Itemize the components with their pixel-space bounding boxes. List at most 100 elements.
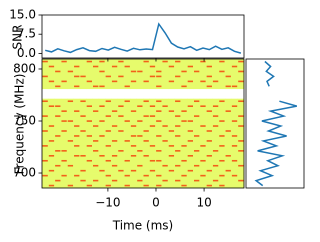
waterfall-cell (149, 163, 156, 169)
waterfall-dash (194, 150, 200, 152)
waterfall-cell (86, 128, 93, 134)
waterfall-cell (143, 118, 150, 124)
waterfall-dash (225, 155, 231, 157)
waterfall-dash (42, 75, 48, 78)
waterfall-cell (86, 63, 93, 70)
waterfall-cell (111, 73, 119, 80)
waterfall-dash (48, 65, 55, 68)
waterfall-cell (174, 63, 182, 70)
waterfall-cell (48, 118, 55, 124)
waterfall-cell (168, 173, 175, 179)
spectrum-line (264, 60, 275, 87)
waterfall-dash (206, 110, 212, 112)
waterfall-cell (117, 163, 125, 169)
waterfall-cell (225, 158, 232, 164)
waterfall-cell (60, 73, 68, 80)
waterfall-dash (219, 145, 225, 147)
waterfall-cell (180, 73, 188, 80)
waterfall-cell (130, 183, 137, 189)
waterfall-cell (92, 103, 100, 109)
waterfall-cell (143, 133, 150, 139)
waterfall-cell (161, 173, 169, 179)
waterfall-dash (105, 145, 111, 147)
waterfall-cell (168, 163, 175, 169)
waterfall-dash (42, 130, 48, 132)
waterfall-cell (218, 113, 226, 119)
waterfall-dash (124, 100, 130, 103)
waterfall-dash (225, 110, 231, 112)
waterfall-cell (67, 168, 74, 174)
waterfall-cell (79, 103, 87, 109)
waterfall-dash (67, 70, 74, 73)
waterfall-dash (149, 159, 156, 162)
waterfall-cell (60, 163, 68, 169)
waterfall-cell (193, 103, 201, 109)
waterfall-cell (206, 113, 213, 119)
waterfall-cell (237, 173, 245, 179)
waterfall-dash (99, 85, 105, 88)
waterfall-dash (194, 100, 200, 103)
waterfall-cell (168, 118, 175, 124)
waterfall-cell (174, 78, 182, 85)
waterfall-cell (124, 128, 131, 134)
waterfall-cell (168, 133, 175, 139)
waterfall-cell (79, 148, 87, 154)
waterfall-dash (111, 179, 118, 182)
waterfall-dash (93, 164, 99, 167)
waterfall-dash (99, 155, 105, 157)
waterfall-cell (225, 173, 232, 179)
waterfall-dash (149, 75, 156, 78)
waterfall-cell (67, 123, 74, 129)
waterfall-cell (60, 133, 68, 139)
waterfall-cell (225, 163, 232, 169)
waterfall-cell (130, 73, 137, 80)
waterfall-cell (42, 83, 49, 90)
waterfall-dash (206, 85, 212, 88)
waterfall-dash (143, 115, 149, 117)
waterfall-cell (180, 78, 188, 85)
waterfall-dash (130, 169, 137, 172)
waterfall-dash (105, 130, 111, 132)
waterfall-dash (42, 174, 48, 177)
waterfall-dash (162, 164, 168, 167)
waterfall-cell (98, 158, 106, 164)
waterfall-dash (168, 65, 175, 68)
waterfall-cell (79, 158, 87, 164)
waterfall-cell (187, 133, 194, 139)
waterfall-cell (117, 133, 125, 139)
waterfall-cell (48, 83, 55, 90)
waterfall-dash (175, 135, 181, 137)
waterfall-cell (98, 78, 106, 85)
waterfall-dash (168, 130, 175, 132)
waterfall-cell (42, 118, 49, 124)
waterfall-cell (92, 153, 100, 159)
waterfall-cell (73, 163, 81, 169)
waterfall-cell (73, 98, 81, 104)
waterfall-cell (124, 73, 131, 80)
waterfall-cell (136, 138, 144, 144)
waterfall-dash (93, 125, 99, 127)
waterfall-cell (79, 108, 87, 114)
waterfall-cell (111, 183, 119, 189)
waterfall-dash (111, 110, 118, 112)
waterfall-cell (206, 78, 213, 85)
waterfall-cell (105, 118, 112, 124)
waterfall-cell (54, 73, 62, 80)
waterfall-cell (105, 133, 112, 139)
axes-frame (245, 58, 305, 189)
waterfall-dash (67, 140, 74, 142)
waterfall-cell (212, 128, 220, 134)
waterfall-cell (92, 128, 100, 134)
waterfall-cell (130, 163, 137, 169)
waterfall-cell (130, 98, 137, 104)
waterfall-cell (206, 178, 213, 184)
waterfall-cell (136, 128, 144, 134)
waterfall-cell (42, 68, 49, 75)
waterfall-cell (174, 153, 182, 159)
waterfall-dash (86, 80, 92, 83)
waterfall-cell (42, 63, 49, 70)
waterfall-cell (225, 183, 232, 189)
waterfall-cell (180, 163, 188, 169)
waterfall-cell (149, 128, 156, 134)
